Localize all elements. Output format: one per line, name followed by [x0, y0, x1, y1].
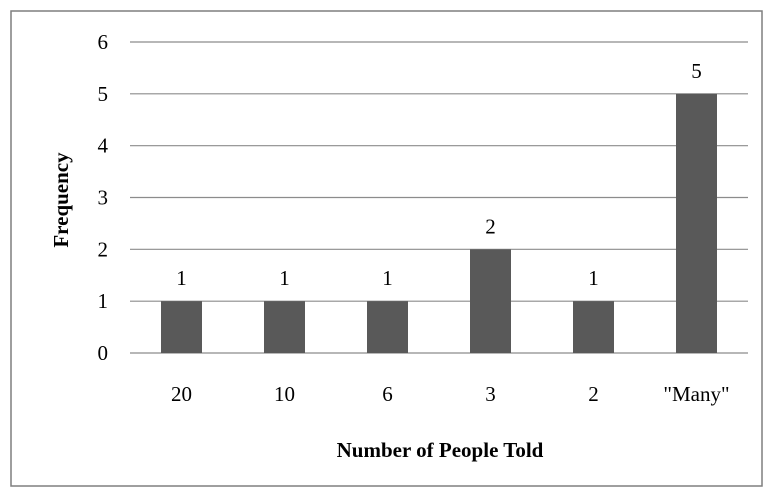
gridlines — [130, 41, 748, 354]
x-tick-label: 10 — [274, 382, 295, 406]
x-tick-label: 2 — [588, 382, 599, 406]
chart-border — [10, 10, 763, 487]
y-tick-label: 0 — [98, 341, 109, 365]
y-tick-labels: 0 1 2 3 4 5 6 — [98, 30, 109, 365]
bar — [573, 301, 614, 353]
data-label: 1 — [588, 266, 599, 290]
x-axis-title: Number of People Told — [337, 438, 544, 462]
bar — [161, 301, 202, 353]
x-tick-label: 20 — [171, 382, 192, 406]
x-tick-label: "Many" — [663, 382, 729, 406]
y-tick-label: 3 — [98, 186, 109, 210]
x-tick-label: 3 — [485, 382, 496, 406]
bar — [470, 249, 511, 353]
y-axis-title: Frequency — [49, 152, 73, 248]
bars — [161, 93, 717, 353]
y-tick-label: 2 — [98, 237, 109, 261]
data-label: 5 — [691, 59, 702, 83]
y-tick-label: 6 — [98, 30, 109, 54]
x-tick-labels: 20 10 6 3 2 "Many" — [171, 382, 730, 406]
bar — [264, 301, 305, 353]
data-label: 1 — [279, 266, 290, 290]
x-tick-label: 6 — [382, 382, 393, 406]
bar — [676, 93, 717, 353]
data-label: 1 — [382, 266, 393, 290]
y-tick-label: 5 — [98, 82, 109, 106]
bar — [367, 301, 408, 353]
y-tick-label: 4 — [98, 134, 109, 158]
data-label: 1 — [176, 266, 187, 290]
data-labels: 1 1 1 2 1 5 — [176, 59, 702, 290]
data-label: 2 — [485, 214, 496, 238]
y-tick-label: 1 — [98, 289, 109, 313]
